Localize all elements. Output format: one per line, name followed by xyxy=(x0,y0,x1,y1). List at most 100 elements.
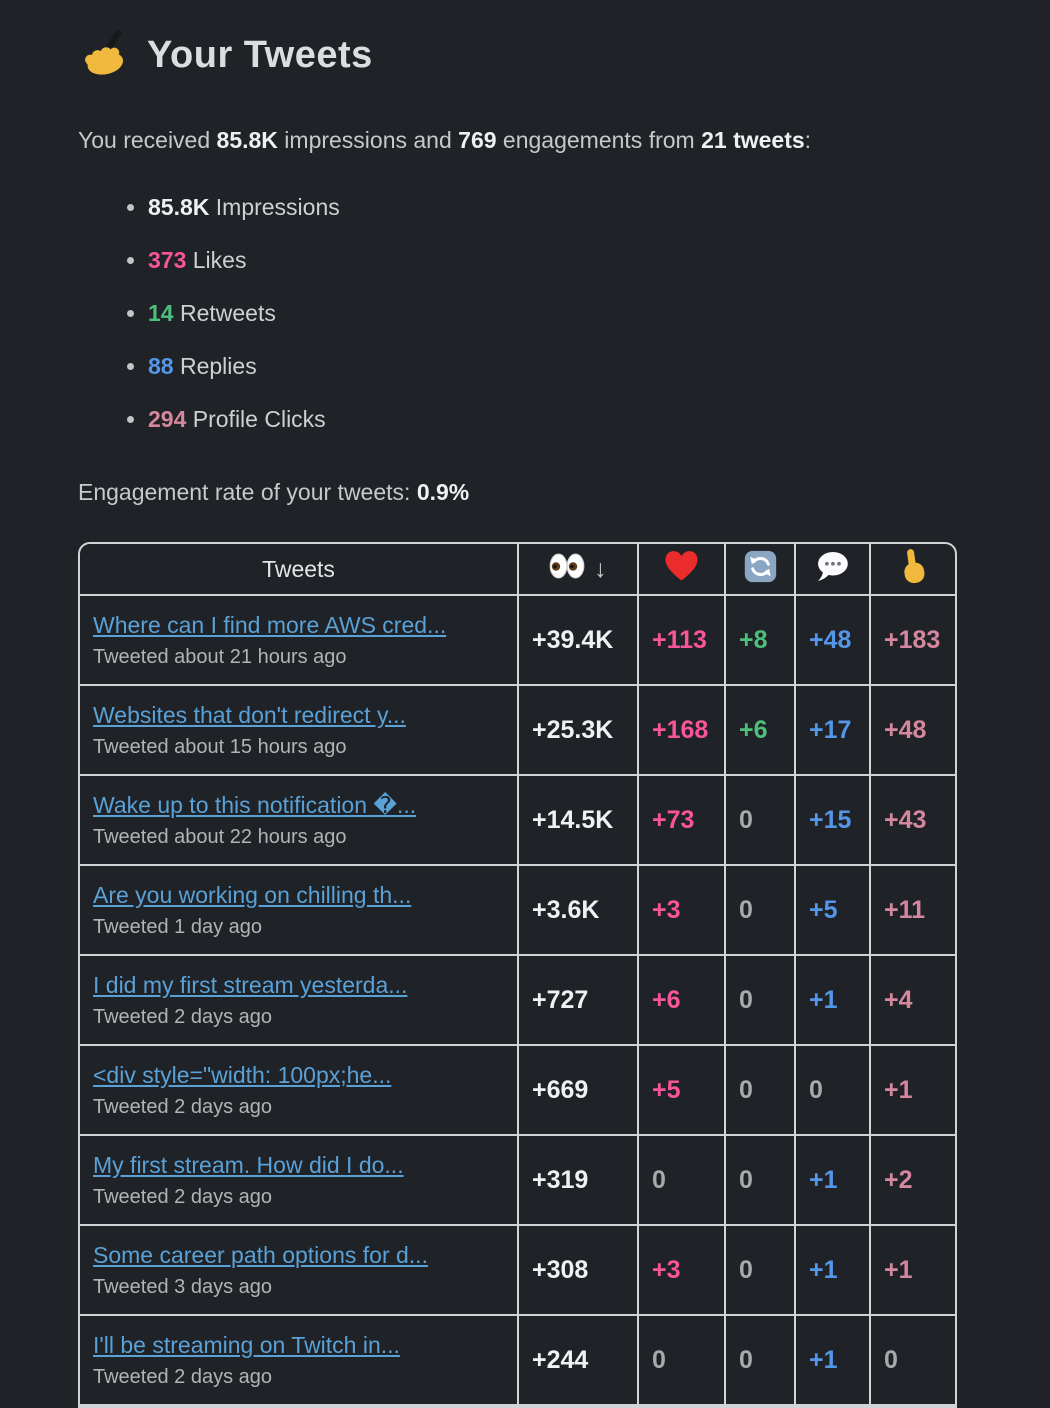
likes-cell: +73 xyxy=(637,776,724,866)
tweet-time: Tweeted 2 days ago xyxy=(93,1365,273,1388)
tweet-time: Tweeted 2 days ago xyxy=(93,1185,273,1208)
profile-clicks-cell: +4 xyxy=(869,956,955,1046)
tweet-link[interactable]: <div style="width: 100px;he... xyxy=(93,1061,392,1088)
likes-cell: +168 xyxy=(637,686,724,776)
stat-value: 88 xyxy=(148,353,174,379)
profile-clicks-cell: +48 xyxy=(869,686,955,776)
replies-cell: +1 xyxy=(794,1226,869,1316)
table-header-row: Tweets xyxy=(80,544,955,596)
tweet-row: I'll be streaming on Twitch in... Tweete… xyxy=(80,1316,955,1406)
impressions-cell: +727 xyxy=(517,956,637,1046)
tweet-row: <div style="width: 100px;he... Tweeted 2… xyxy=(80,1046,955,1136)
stat-item: 373 Likes xyxy=(148,247,1050,274)
tweet-cell: <div style="width: 100px;he... Tweeted 2… xyxy=(80,1046,517,1136)
tweet-row: Wake up to this notification �... Tweete… xyxy=(80,776,955,866)
tweet-link[interactable]: My first stream. How did I do... xyxy=(93,1151,404,1178)
stat-value: 294 xyxy=(148,406,187,432)
profile-clicks-cell: +43 xyxy=(869,776,955,866)
column-header-tweets: Tweets xyxy=(80,544,517,596)
tweet-row: My first stream. How did I do... Tweeted… xyxy=(80,1136,955,1226)
tweet-row: Some career path options for d... Tweete… xyxy=(80,1226,955,1316)
sort-descending-arrow: ↓ xyxy=(594,554,607,583)
tweet-time: Tweeted about 15 hours ago xyxy=(93,735,347,758)
tweet-link[interactable]: Wake up to this notification �... xyxy=(93,791,417,818)
profile-clicks-cell: +2 xyxy=(869,1136,955,1226)
heart-icon xyxy=(664,551,699,587)
replies-cell: +48 xyxy=(794,596,869,686)
stat-label: Profile Clicks xyxy=(192,406,326,432)
eyes-icon xyxy=(549,553,585,585)
tweet-link[interactable]: Some career path options for d... xyxy=(93,1241,428,1268)
tweet-time: Tweeted 1 day ago xyxy=(93,915,263,938)
tweet-row: Are you working on chilling th... Tweete… xyxy=(80,866,955,956)
profile-clicks-cell: +183 xyxy=(869,596,955,686)
tweet-row: I did my first stream yesterda... Tweete… xyxy=(80,956,955,1046)
tweet-time: Tweeted 2 days ago xyxy=(93,1095,273,1118)
replies-cell: +17 xyxy=(794,686,869,776)
impressions-cell: +14.5K xyxy=(517,776,637,866)
retweets-cell: 0 xyxy=(724,1046,794,1136)
column-header-replies xyxy=(794,544,869,596)
tweet-link[interactable]: I did my first stream yesterda... xyxy=(93,971,408,998)
tweet-cell: Wake up to this notification �... Tweete… xyxy=(80,776,517,866)
impressions-cell: +244 xyxy=(517,1316,637,1406)
stat-label: Likes xyxy=(192,247,247,273)
stats-list: 85.8K Impressions 373 Likes 14 Retweets … xyxy=(78,194,1050,433)
tweets-table-body: Where can I find more AWS cred... Tweete… xyxy=(80,596,955,1406)
stat-item: 14 Retweets xyxy=(148,300,1050,327)
tweet-time: Tweeted 3 days ago xyxy=(93,1275,273,1298)
likes-cell: 0 xyxy=(637,1136,724,1226)
profile-clicks-cell: +1 xyxy=(869,1046,955,1136)
retweets-cell: 0 xyxy=(724,1136,794,1226)
retweets-cell: 0 xyxy=(724,776,794,866)
tweet-time: Tweeted about 22 hours ago xyxy=(93,825,347,848)
stat-item: 85.8K Impressions xyxy=(148,194,1050,221)
likes-cell: +113 xyxy=(637,596,724,686)
stat-item: 294 Profile Clicks xyxy=(148,406,1050,433)
profile-clicks-cell: 0 xyxy=(869,1316,955,1406)
column-header-profile-clicks xyxy=(869,544,955,596)
stat-item: 88 Replies xyxy=(148,353,1050,380)
tweet-row: Websites that don't redirect y... Tweete… xyxy=(80,686,955,776)
column-header-retweets xyxy=(724,544,794,596)
tweet-cell: Are you working on chilling th... Tweete… xyxy=(80,866,517,956)
profile-clicks-cell: +1 xyxy=(869,1226,955,1316)
likes-cell: +6 xyxy=(637,956,724,1046)
tweet-link[interactable]: Are you working on chilling th... xyxy=(93,881,412,908)
likes-cell: +3 xyxy=(637,866,724,956)
column-header-likes xyxy=(637,544,724,596)
replies-cell: +1 xyxy=(794,1316,869,1406)
impressions-cell: +319 xyxy=(517,1136,637,1226)
retweets-cell: 0 xyxy=(724,1226,794,1316)
retweets-cell: 0 xyxy=(724,1316,794,1406)
counterclockwise-arrows-icon xyxy=(744,550,777,588)
index-pointing-up-icon xyxy=(899,549,927,589)
impressions-cell: +25.3K xyxy=(517,686,637,776)
stat-label: Replies xyxy=(179,353,257,379)
retweets-cell: +8 xyxy=(724,596,794,686)
stat-value: 373 xyxy=(148,247,187,273)
impressions-cell: +39.4K xyxy=(517,596,637,686)
replies-cell: +15 xyxy=(794,776,869,866)
tweet-cell: I'll be streaming on Twitch in... Tweete… xyxy=(80,1316,517,1406)
stat-label: Retweets xyxy=(179,300,276,326)
impressions-cell: +3.6K xyxy=(517,866,637,956)
replies-cell: 0 xyxy=(794,1046,869,1136)
replies-cell: +5 xyxy=(794,866,869,956)
summary-tweet-count: 21 tweets xyxy=(701,127,805,153)
tweets-report-page: Your Tweets You received 85.8K impressio… xyxy=(0,0,1050,1348)
writing-hand-icon xyxy=(78,30,130,80)
speech-balloon-icon xyxy=(815,551,850,587)
retweets-cell: 0 xyxy=(724,866,794,956)
retweets-cell: +6 xyxy=(724,686,794,776)
tweet-cell: I did my first stream yesterda... Tweete… xyxy=(80,956,517,1046)
tweet-link[interactable]: Websites that don't redirect y... xyxy=(93,701,406,728)
tweet-link[interactable]: I'll be streaming on Twitch in... xyxy=(93,1331,400,1358)
stat-value: 14 xyxy=(148,300,174,326)
tweet-link[interactable]: Where can I find more AWS cred... xyxy=(93,611,447,638)
engagement-rate: Engagement rate of your tweets: 0.9% xyxy=(78,479,470,505)
stat-label: Impressions xyxy=(215,194,340,220)
likes-cell: +5 xyxy=(637,1046,724,1136)
engagement-rate-value: 0.9% xyxy=(416,479,470,505)
page-title: Your Tweets xyxy=(78,30,1050,80)
